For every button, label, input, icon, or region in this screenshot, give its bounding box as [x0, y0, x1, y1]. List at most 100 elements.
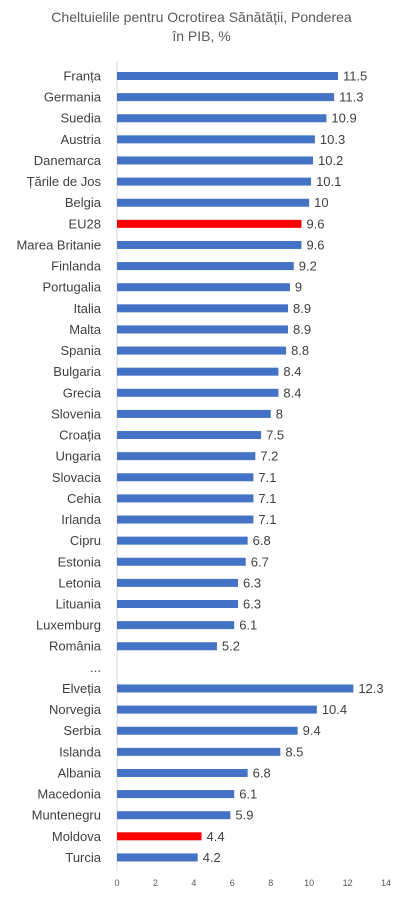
category-label: Grecia [63, 385, 102, 400]
data-label: 5.9 [235, 808, 253, 823]
category-label: România [49, 639, 102, 654]
bar-13 [117, 346, 287, 355]
data-label: 7.5 [266, 428, 284, 443]
category-label: Suedia [61, 111, 102, 126]
data-label: 8.4 [283, 364, 301, 379]
bar-8 [117, 240, 302, 249]
bar-0 [117, 72, 338, 80]
category-label: Albania [58, 765, 102, 780]
bar-35 [117, 811, 231, 820]
category-label: Belgia [65, 195, 102, 210]
category-label: Portugalia [42, 280, 101, 295]
data-label: 6.1 [239, 618, 257, 633]
x-tick-label: 2 [153, 878, 158, 888]
data-label: 11.3 [339, 90, 363, 105]
data-label: 10.1 [316, 174, 341, 189]
data-label: 6.3 [243, 575, 261, 590]
bar-25 [117, 600, 239, 608]
bar-24 [117, 578, 239, 587]
category-label: Irlanda [61, 512, 102, 527]
category-label: Cipru [70, 533, 101, 548]
bar-33 [117, 768, 248, 777]
data-label: 4.2 [203, 850, 221, 865]
x-tick-label: 12 [343, 878, 353, 888]
category-label: ... [90, 660, 101, 675]
data-label: 5.2 [222, 639, 240, 654]
category-label: Letonia [58, 575, 101, 590]
data-label: 7.1 [258, 470, 276, 485]
bar-3 [117, 135, 315, 144]
data-label: 8.4 [283, 385, 301, 400]
bar-37 [117, 853, 198, 862]
data-label: 10 [314, 195, 328, 210]
x-tick-label: 0 [114, 878, 119, 888]
category-label: Luxemburg [36, 618, 101, 633]
bar-30 [117, 705, 317, 714]
category-label: EU28 [68, 216, 101, 231]
category-label: Serbia [63, 723, 101, 738]
data-label: 9.6 [306, 216, 324, 231]
bar-7 [117, 219, 302, 228]
data-label: 7.1 [258, 491, 276, 506]
category-label: Croația [59, 428, 102, 443]
bar-18 [117, 452, 256, 461]
category-label: Muntenegru [32, 808, 101, 823]
bar-23 [117, 557, 246, 566]
chart-title-line-1: Cheltuielile pentru Ocrotirea Sănătății,… [51, 9, 352, 25]
bar-21 [117, 515, 254, 524]
bar-36 [117, 832, 202, 841]
bar-17 [117, 431, 262, 440]
data-label: 10.2 [318, 153, 343, 168]
category-label: Italia [74, 301, 102, 316]
x-tick-label: 14 [381, 878, 391, 888]
data-label: 8.9 [293, 322, 311, 337]
category-label: Macedonia [37, 787, 101, 802]
data-label: 4.4 [207, 829, 225, 844]
bar-16 [117, 409, 271, 418]
category-label: Franța [63, 69, 101, 84]
data-label: 6.1 [239, 787, 257, 802]
category-label: Marea Britanie [16, 237, 101, 252]
bar-2 [117, 114, 327, 123]
data-label: 9.4 [303, 723, 321, 738]
bar-29 [117, 684, 354, 693]
bar-27 [117, 642, 217, 651]
bar-19 [117, 473, 254, 482]
data-label: 9 [295, 280, 302, 295]
category-label: Estonia [58, 554, 102, 569]
data-label: 8 [276, 406, 283, 421]
category-label: Spania [61, 343, 102, 358]
bar-5 [117, 177, 312, 186]
category-label: Danemarca [34, 153, 102, 168]
category-label: Austria [61, 132, 102, 147]
category-label: Finlanda [51, 259, 102, 274]
category-label: Norvegia [49, 702, 102, 717]
data-label: 9.2 [299, 259, 317, 274]
bar-9 [117, 262, 294, 271]
category-label: Lituania [55, 597, 101, 612]
x-tick-label: 4 [191, 878, 196, 888]
data-label: 7.1 [258, 512, 276, 527]
category-label: Malta [69, 322, 102, 337]
bar-22 [117, 536, 248, 545]
bar-20 [117, 494, 254, 503]
data-label: 6.7 [251, 554, 269, 569]
data-label: 8.5 [285, 744, 303, 759]
chart-title-line-2: în PIB, % [172, 28, 231, 44]
x-tick-label: 10 [304, 878, 314, 888]
bar-34 [117, 790, 235, 799]
bar-26 [117, 621, 235, 630]
category-label: Islanda [59, 744, 102, 759]
category-label: Elveția [62, 681, 102, 696]
category-label: Turcia [65, 850, 101, 865]
data-label: 6.8 [253, 765, 271, 780]
bar-15 [117, 388, 279, 397]
bar-11 [117, 304, 289, 313]
category-label: Țările de Jos [27, 174, 102, 189]
bar-10 [117, 283, 290, 292]
category-label: Bulgaria [53, 364, 101, 379]
category-label: Germania [44, 90, 102, 105]
data-label: 6.8 [253, 533, 271, 548]
bar-4 [117, 156, 313, 165]
category-label: Slovacia [52, 470, 102, 485]
